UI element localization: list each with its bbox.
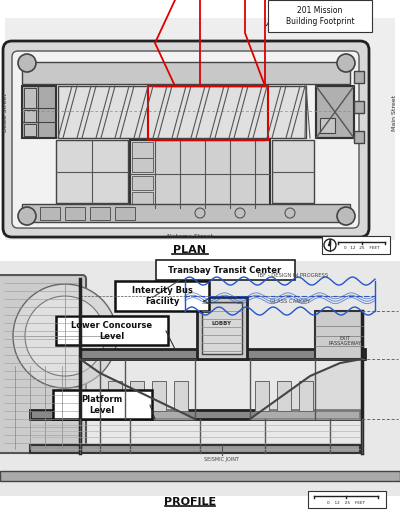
Bar — [115, 207, 135, 220]
Bar — [130, 381, 144, 411]
Bar — [152, 381, 166, 411]
Bar — [272, 140, 314, 203]
Bar — [90, 207, 110, 220]
Wedge shape — [13, 284, 117, 388]
Text: Transbay Transit Center: Transbay Transit Center — [168, 266, 282, 274]
Circle shape — [324, 239, 336, 251]
Bar — [22, 62, 350, 84]
Circle shape — [235, 208, 245, 218]
Text: LOBBY: LOBBY — [212, 320, 232, 326]
Bar — [148, 86, 268, 140]
Bar — [354, 131, 364, 143]
Bar — [132, 176, 153, 190]
Text: 0    12    25    FEET: 0 12 25 FEET — [327, 501, 365, 505]
Text: Intercity Bus
Facility: Intercity Bus Facility — [132, 286, 192, 306]
Text: GLASS CANOPY: GLASS CANOPY — [270, 298, 310, 304]
FancyBboxPatch shape — [0, 275, 86, 453]
Circle shape — [285, 208, 295, 218]
Bar — [24, 110, 36, 122]
Circle shape — [18, 207, 36, 225]
Circle shape — [337, 54, 355, 72]
Circle shape — [337, 207, 355, 225]
Wedge shape — [25, 296, 105, 376]
Bar — [30, 445, 360, 453]
Text: 0   12   25    FEET: 0 12 25 FEET — [344, 246, 380, 250]
Bar — [315, 311, 363, 359]
FancyBboxPatch shape — [53, 390, 152, 419]
Text: SEISMIC JOINT: SEISMIC JOINT — [204, 456, 240, 461]
Bar — [174, 381, 188, 411]
FancyBboxPatch shape — [115, 281, 209, 311]
Bar — [58, 86, 306, 138]
Text: IBF - DESIGN IN PROGRESS: IBF - DESIGN IN PROGRESS — [258, 272, 328, 277]
Bar — [0, 471, 400, 481]
Bar — [22, 86, 56, 138]
Bar — [320, 118, 335, 133]
Circle shape — [18, 54, 36, 72]
FancyBboxPatch shape — [56, 316, 168, 345]
Bar — [56, 140, 128, 203]
Bar — [322, 236, 390, 254]
Text: PLAN: PLAN — [174, 245, 206, 255]
Bar — [316, 86, 354, 138]
Text: Main Street: Main Street — [392, 95, 396, 131]
FancyBboxPatch shape — [12, 51, 359, 228]
Bar — [24, 124, 36, 136]
Bar — [316, 86, 354, 138]
Bar — [108, 381, 122, 411]
Bar — [299, 381, 313, 411]
Bar — [308, 491, 386, 508]
Bar — [132, 142, 153, 158]
FancyBboxPatch shape — [268, 0, 372, 32]
Bar — [30, 410, 360, 419]
Text: Platform
Level: Platform Level — [81, 395, 123, 415]
Text: EXIT
PASSAGEWAY: EXIT PASSAGEWAY — [328, 336, 362, 346]
FancyBboxPatch shape — [3, 41, 369, 237]
Text: Beale Street: Beale Street — [4, 94, 8, 132]
Text: Lower Concourse
Level: Lower Concourse Level — [72, 321, 152, 341]
Bar — [277, 381, 291, 411]
Bar — [255, 381, 269, 411]
Bar — [202, 302, 242, 354]
Bar — [132, 192, 153, 206]
Bar — [132, 158, 153, 172]
Text: 201 Mission
Building Footprint: 201 Mission Building Footprint — [286, 6, 354, 26]
Bar — [5, 18, 395, 240]
Bar — [354, 101, 364, 113]
Bar — [80, 349, 365, 359]
Bar — [197, 297, 247, 359]
Circle shape — [195, 208, 205, 218]
Bar — [40, 207, 60, 220]
Bar — [130, 140, 270, 208]
Text: Natoma Street: Natoma Street — [167, 234, 213, 239]
Bar — [22, 204, 350, 222]
Bar — [354, 71, 364, 83]
Bar — [24, 88, 36, 108]
FancyBboxPatch shape — [156, 260, 295, 280]
Bar — [65, 207, 85, 220]
Text: PROFILE: PROFILE — [164, 497, 216, 507]
